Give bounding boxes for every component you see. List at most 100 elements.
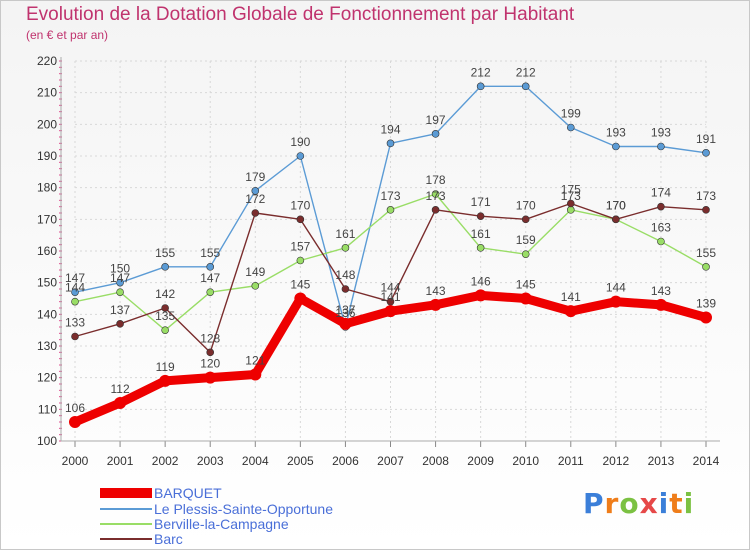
data-label: 136 (335, 306, 355, 320)
data-label: 172 (245, 192, 265, 206)
x-tick-label: 2005 (287, 454, 314, 468)
data-label: 142 (155, 287, 175, 301)
x-tick-label: 2010 (512, 454, 539, 468)
data-label: 170 (516, 198, 536, 212)
data-label: 193 (651, 126, 671, 140)
data-label: 155 (155, 246, 175, 260)
data-point (251, 282, 260, 290)
data-label: 199 (561, 107, 581, 121)
data-point (71, 288, 79, 296)
x-tick-label: 2014 (693, 454, 720, 468)
data-point (702, 206, 710, 214)
data-label: 171 (471, 195, 491, 209)
data-label: 155 (200, 246, 220, 260)
grid (74, 60, 707, 442)
data-point (296, 152, 305, 160)
y-tick-label: 170 (37, 212, 57, 226)
y-tick-label: 110 (38, 402, 57, 416)
data-point (566, 123, 575, 132)
data-label: 163 (651, 221, 671, 235)
legend-swatch (100, 508, 152, 510)
data-point (251, 187, 260, 195)
data-label: 137 (335, 303, 355, 317)
data-label: 193 (606, 126, 626, 140)
legend-label: Berville-la-Campagne (154, 516, 289, 532)
data-label: 141 (380, 290, 400, 304)
data-point (386, 139, 395, 148)
data-point (161, 326, 169, 334)
logo-letter: r (604, 487, 620, 520)
data-point (206, 288, 215, 296)
proxiti-logo: Proxiti (583, 487, 694, 520)
data-point (204, 371, 217, 384)
chart-subtitle: (en € et par an) (26, 28, 109, 42)
data-label: 175 (561, 183, 581, 197)
logo-letter: t (669, 487, 684, 520)
data-point (116, 278, 124, 287)
data-point (159, 374, 172, 387)
data-point (71, 297, 79, 306)
data-point (249, 368, 262, 381)
data-label: 144 (380, 281, 400, 295)
logo-letter: P (583, 487, 605, 520)
data-point (69, 416, 81, 428)
y-tick-label: 130 (37, 339, 57, 353)
data-label: 112 (111, 382, 130, 396)
data-point (564, 305, 577, 318)
data-label: 147 (200, 271, 220, 285)
data-point (206, 263, 215, 271)
data-point (476, 212, 485, 220)
x-tick-label: 2011 (558, 454, 584, 468)
data-point (476, 244, 485, 252)
y-tick-label: 200 (37, 117, 57, 131)
data-point (251, 209, 260, 217)
data-label: 141 (561, 290, 581, 304)
x-tick-label: 2001 (107, 454, 134, 468)
legend-label: Barc (154, 531, 183, 547)
data-point (474, 289, 487, 302)
data-label: 173 (696, 189, 716, 203)
data-point (206, 348, 215, 357)
data-label: 147 (110, 271, 130, 285)
data-point (521, 215, 530, 224)
legend-item: Barc (100, 531, 183, 547)
data-point (116, 288, 124, 296)
data-label: 133 (65, 316, 85, 330)
legend-swatch (100, 523, 152, 525)
data-point (341, 244, 350, 252)
data-point (296, 215, 305, 224)
y-tick-label: 180 (37, 181, 57, 195)
data-label: 144 (606, 281, 626, 295)
legend-swatch (100, 538, 152, 540)
data-point (384, 305, 397, 318)
data-label: 119 (156, 360, 175, 374)
data-point (161, 304, 169, 312)
data-label: 106 (65, 401, 85, 415)
data-label: 173 (561, 189, 581, 203)
data-point (116, 320, 124, 328)
data-label: 212 (516, 65, 536, 79)
data-point (161, 263, 169, 271)
data-label: 170 (290, 198, 310, 212)
data-label: 170 (606, 198, 626, 212)
data-label: 170 (606, 198, 626, 212)
legend-swatch (100, 488, 152, 498)
data-point (612, 142, 620, 151)
data-label: 147 (65, 271, 85, 285)
x-tick-label: 2004 (242, 454, 269, 468)
y-tick-label: 120 (37, 371, 57, 385)
x-tick-label: 2012 (603, 454, 630, 468)
data-label: 145 (516, 278, 536, 292)
legend-item: BARQUET (100, 485, 222, 501)
data-point (612, 215, 620, 224)
series-lines (69, 82, 712, 428)
data-point (609, 295, 622, 308)
data-label: 139 (696, 297, 716, 311)
data-point (431, 206, 440, 214)
data-point (386, 206, 395, 214)
data-label: 157 (290, 240, 310, 254)
data-label: 150 (110, 262, 130, 276)
